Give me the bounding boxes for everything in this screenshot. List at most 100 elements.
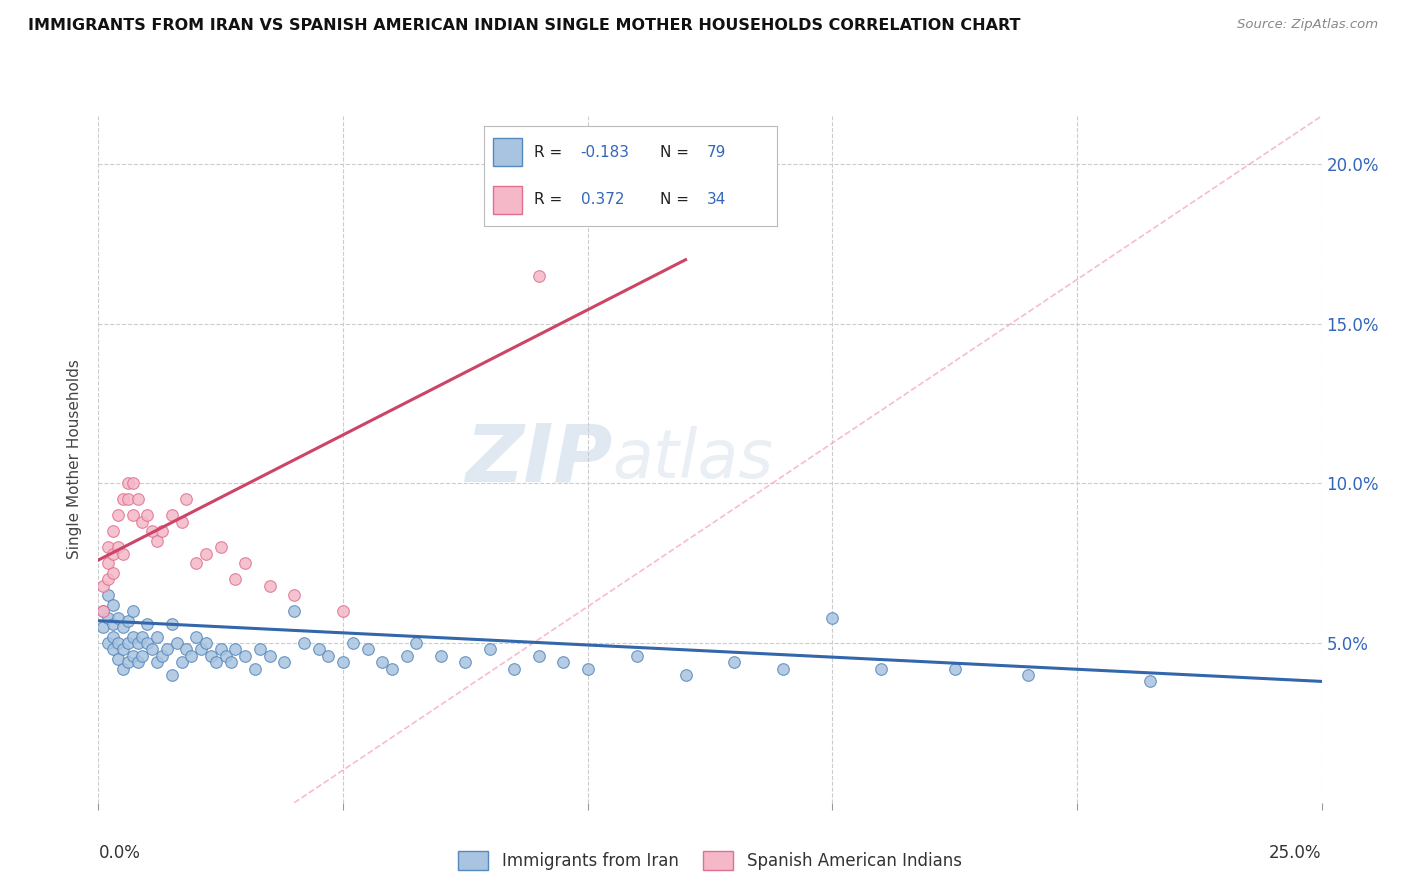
Point	[195, 636, 218, 650]
Point	[214, 648, 236, 663]
Point	[170, 655, 193, 669]
Point	[111, 547, 134, 561]
Text: 0.0%: 0.0%	[98, 845, 141, 863]
Point	[224, 572, 246, 586]
Point	[131, 515, 153, 529]
Point	[626, 648, 648, 663]
Point	[176, 492, 198, 507]
Point	[91, 604, 114, 618]
Point	[332, 655, 354, 669]
Point	[160, 508, 183, 523]
Point	[136, 636, 159, 650]
Point	[1139, 674, 1161, 689]
Point	[107, 540, 129, 554]
Point	[97, 540, 120, 554]
Point	[107, 652, 129, 666]
Point	[146, 655, 169, 669]
Point	[308, 642, 330, 657]
Point	[146, 533, 169, 548]
Point	[243, 662, 266, 676]
Point	[180, 648, 202, 663]
Point	[381, 662, 404, 676]
Point	[117, 636, 139, 650]
Point	[111, 620, 134, 634]
Point	[131, 648, 153, 663]
Point	[395, 648, 418, 663]
Point	[371, 655, 394, 669]
Point	[503, 662, 526, 676]
Point	[101, 616, 124, 631]
Point	[117, 614, 139, 628]
Point	[478, 642, 501, 657]
Point	[101, 642, 124, 657]
Point	[127, 492, 149, 507]
Point	[117, 492, 139, 507]
Point	[292, 636, 315, 650]
Point	[332, 604, 354, 618]
Point	[107, 610, 129, 624]
Text: 25.0%: 25.0%	[1270, 845, 1322, 863]
Point	[107, 636, 129, 650]
Point	[121, 648, 143, 663]
Point	[283, 588, 305, 602]
Point	[219, 655, 242, 669]
Point	[209, 540, 232, 554]
Point	[195, 547, 218, 561]
Point	[200, 648, 222, 663]
Point	[233, 556, 256, 570]
Point	[190, 642, 212, 657]
Point	[233, 648, 256, 663]
Point	[454, 655, 477, 669]
Point	[259, 578, 281, 592]
Point	[205, 655, 228, 669]
Point	[273, 655, 295, 669]
Point	[136, 616, 159, 631]
Point	[318, 648, 340, 663]
Point	[283, 604, 305, 618]
Point	[150, 524, 173, 539]
Point	[943, 662, 966, 676]
Point	[821, 610, 844, 624]
Point	[101, 630, 124, 644]
Point	[141, 524, 163, 539]
Point	[97, 610, 120, 624]
Point	[91, 620, 114, 634]
Point	[127, 655, 149, 669]
Point	[107, 508, 129, 523]
Point	[553, 655, 575, 669]
Point	[176, 642, 198, 657]
Point	[430, 648, 453, 663]
Point	[723, 655, 745, 669]
Point	[160, 616, 183, 631]
Point	[111, 662, 134, 676]
Text: ZIP: ZIP	[465, 420, 612, 499]
Point	[160, 668, 183, 682]
Point	[146, 630, 169, 644]
Point	[209, 642, 232, 657]
Point	[117, 476, 139, 491]
Point	[121, 508, 143, 523]
Point	[1017, 668, 1039, 682]
Point	[870, 662, 893, 676]
Point	[97, 636, 120, 650]
Point	[91, 578, 114, 592]
Point	[101, 598, 124, 612]
Text: IMMIGRANTS FROM IRAN VS SPANISH AMERICAN INDIAN SINGLE MOTHER HOUSEHOLDS CORRELA: IMMIGRANTS FROM IRAN VS SPANISH AMERICAN…	[28, 18, 1021, 33]
Point	[527, 648, 550, 663]
Point	[97, 556, 120, 570]
Point	[121, 604, 143, 618]
Point	[121, 476, 143, 491]
Legend: Immigrants from Iran, Spanish American Indians: Immigrants from Iran, Spanish American I…	[451, 845, 969, 877]
Point	[97, 588, 120, 602]
Point	[101, 566, 124, 580]
Point	[342, 636, 364, 650]
Point	[405, 636, 427, 650]
Point	[91, 604, 114, 618]
Point	[156, 642, 179, 657]
Point	[97, 572, 120, 586]
Point	[249, 642, 271, 657]
Point	[117, 655, 139, 669]
Point	[127, 636, 149, 650]
Point	[356, 642, 378, 657]
Point	[111, 492, 134, 507]
